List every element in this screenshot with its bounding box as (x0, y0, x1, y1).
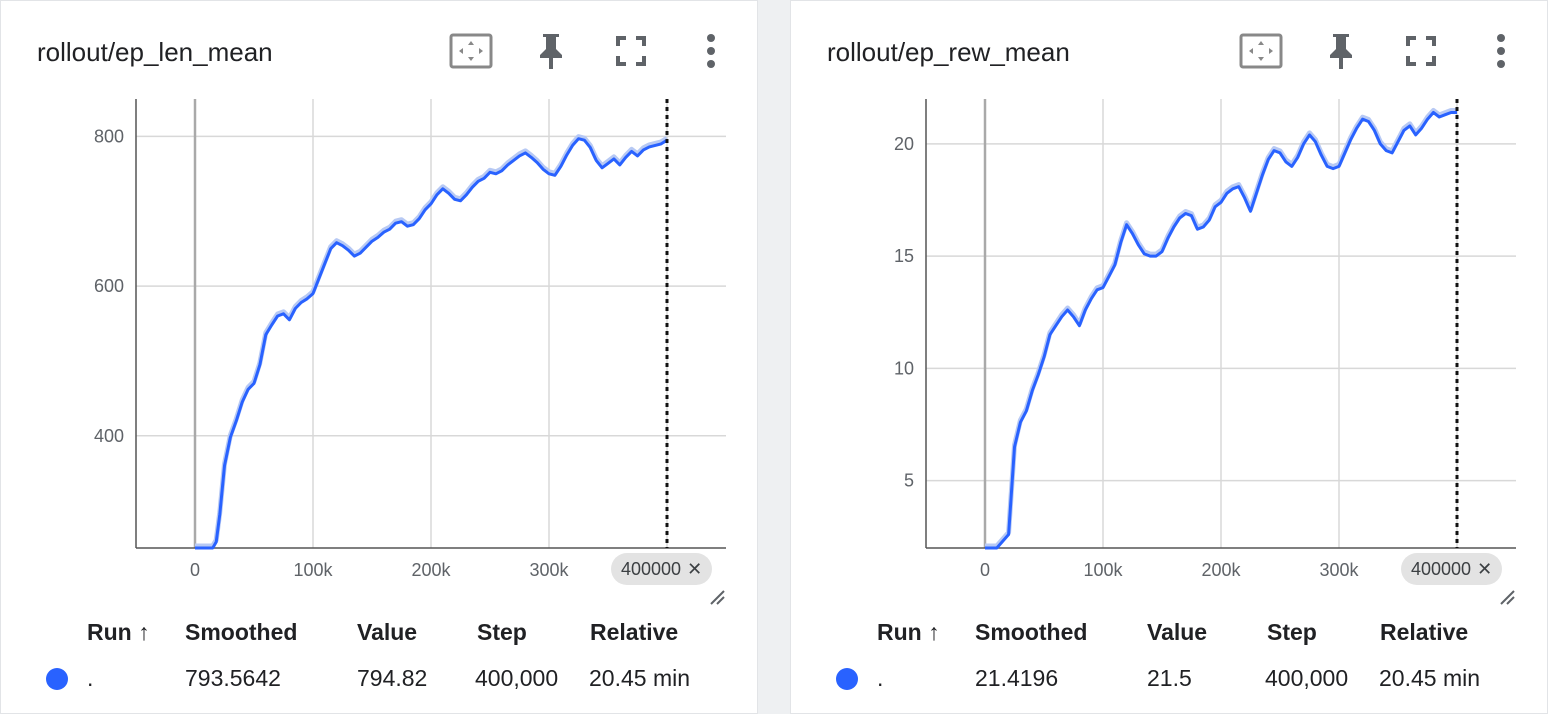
y-tick-label: 400 (94, 426, 124, 446)
smoothed-series-line (985, 111, 1457, 550)
close-icon[interactable]: ✕ (687, 558, 703, 579)
cell-step: 400,000 (475, 665, 559, 691)
pin-icon (1330, 34, 1352, 69)
pin-button[interactable] (1317, 29, 1365, 73)
x-tick-label: 100k (293, 560, 333, 580)
resize-handle-icon[interactable] (1499, 589, 1515, 605)
cell-smoothed: 21.4196 (975, 665, 1059, 691)
chart-title: rollout/ep_rew_mean (827, 37, 1070, 67)
close-icon[interactable]: ✕ (1477, 558, 1493, 579)
y-tick-label: 600 (94, 276, 124, 296)
fit-domain-icon (449, 33, 493, 69)
fullscreen-button[interactable] (1397, 29, 1445, 73)
header-relative[interactable]: Relative (590, 619, 679, 645)
line-chart[interactable]: 0 100k 200k 300k 400 600 800 (1, 91, 759, 591)
step-chip-label: 400000 (621, 558, 682, 579)
fullscreen-icon (1406, 36, 1436, 66)
line-chart[interactable]: 0 100k 200k 300k 5 10 15 20 (791, 91, 1548, 591)
pin-icon (540, 34, 562, 69)
chart-card: rollout/ep_len_mean 0 100k 200k 300k 400 600 8… (0, 0, 758, 714)
header-run[interactable]: Run ↑ (87, 619, 150, 645)
header-relative[interactable]: Relative (1380, 619, 1469, 645)
header-step[interactable]: Step (1267, 619, 1317, 645)
step-chip[interactable]: 400000 ✕ (1401, 553, 1503, 585)
cell-smoothed: 793.5642 (185, 665, 281, 691)
cell-value: 21.5 (1147, 665, 1192, 691)
smoothed-series-line (195, 137, 668, 550)
fit-domain-button[interactable] (1237, 29, 1285, 73)
header-value[interactable]: Value (1147, 619, 1208, 645)
header-value[interactable]: Value (357, 619, 418, 645)
x-tick-label: 300k (529, 560, 569, 580)
x-tick-label: 0 (190, 560, 200, 580)
cell-step: 400,000 (1265, 665, 1349, 691)
pin-button[interactable] (527, 29, 575, 73)
y-tick-label: 20 (894, 134, 914, 154)
x-tick-label: 300k (1319, 560, 1359, 580)
x-tick-label: 200k (411, 560, 451, 580)
cell-run: . (877, 665, 884, 691)
more-options-button[interactable] (1477, 29, 1525, 73)
cell-value: 794.82 (357, 665, 428, 691)
cell-run: . (87, 665, 94, 691)
x-tick-label: 200k (1201, 560, 1241, 580)
resize-handle-icon[interactable] (709, 589, 725, 605)
x-tick-label: 100k (1083, 560, 1123, 580)
header-run[interactable]: Run ↑ (877, 619, 940, 645)
more-vert-icon (707, 34, 715, 68)
header-smoothed[interactable]: Smoothed (975, 619, 1088, 645)
y-tick-label: 800 (94, 126, 124, 146)
y-tick-label: 5 (904, 471, 914, 491)
header-step[interactable]: Step (477, 619, 527, 645)
more-vert-icon (1497, 34, 1505, 68)
cell-relative: 20.45 min (589, 665, 691, 691)
step-chip[interactable]: 400000 ✕ (611, 553, 713, 585)
header-smoothed[interactable]: Smoothed (185, 619, 298, 645)
run-color-dot (46, 668, 68, 690)
fit-domain-icon (1239, 33, 1283, 69)
y-tick-label: 15 (894, 246, 914, 266)
step-chip-label: 400000 (1411, 558, 1472, 579)
more-options-button[interactable] (687, 29, 735, 73)
chart-title: rollout/ep_len_mean (37, 37, 273, 67)
chart-card: rollout/ep_rew_mean 0 100k 200k 300k 5 10 15 20… (790, 0, 1548, 714)
run-color-dot (836, 668, 858, 690)
y-tick-label: 10 (894, 358, 914, 378)
x-tick-label: 0 (980, 560, 990, 580)
fullscreen-icon (616, 36, 646, 66)
cell-relative: 20.45 min (1379, 665, 1481, 691)
fullscreen-button[interactable] (607, 29, 655, 73)
fit-domain-button[interactable] (447, 29, 495, 73)
